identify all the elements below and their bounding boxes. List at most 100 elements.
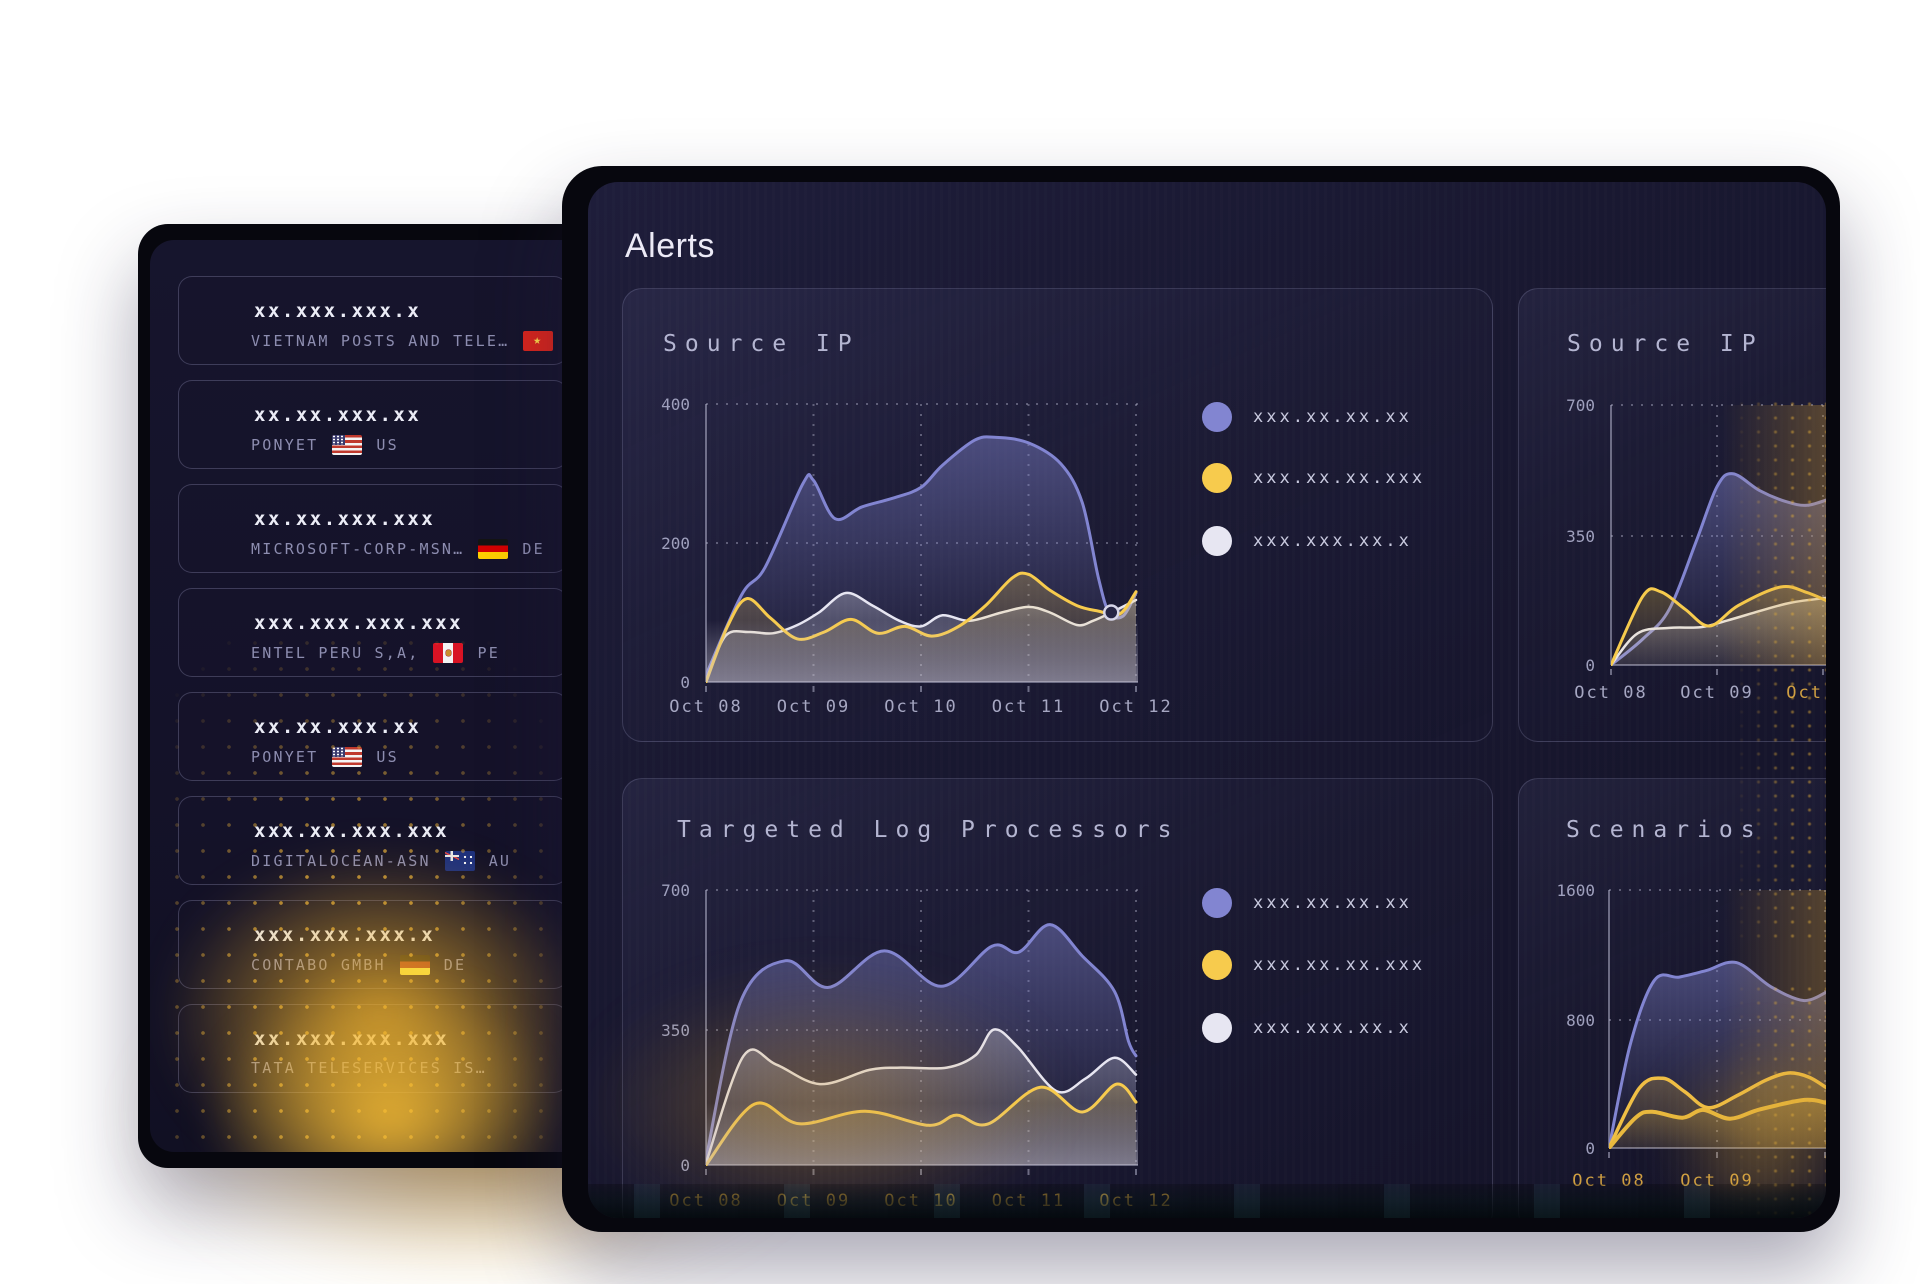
x-tick-label: Oct 09 (777, 1191, 850, 1211)
isp-name: PONYET (251, 436, 319, 454)
legend-label: xxx.xx.xx.xx (1253, 893, 1412, 913)
series-line-xxx.xx.xx.xx (706, 435, 1138, 677)
de-flag-icon (478, 539, 509, 559)
legend-dot-icon (1202, 526, 1232, 556)
country-code: US (376, 748, 399, 766)
country-code: PE (477, 644, 500, 662)
legend-item: xxx.xx.xx.xx (1202, 888, 1412, 918)
page-title: Alerts (625, 226, 715, 265)
ip-address: xxx.xx.xxx.xxx (254, 820, 450, 842)
y-tick-label: 400 (661, 395, 690, 414)
y-tick-label: 800 (1566, 1011, 1595, 1030)
ip-meta-row: ENTEL PERU S,A, PE (179, 643, 567, 663)
x-tick-label: Oct 08 (669, 1191, 742, 1211)
ip-meta-row: PONYET US (179, 435, 567, 455)
list-item-source-ip[interactable]: xx.xx.xxx.xxx MICROSOFT-CORP-MSN… DE (178, 484, 568, 573)
vn-flag-icon (523, 331, 554, 351)
y-tick-label: 700 (1566, 396, 1595, 415)
x-tick-label: Oct 08 (1574, 683, 1647, 703)
list-item-source-ip[interactable]: xxx.xx.xxx.xxx DIGITALOCEAN-ASN AU (178, 796, 568, 885)
legend-dot-icon (1202, 402, 1232, 432)
legend-dot-icon (1202, 888, 1232, 918)
x-tick-label: Oct 08 (669, 697, 742, 717)
x-tick-label: Oct 12 (1099, 1191, 1172, 1211)
legend-item: xxx.xx.xx.xx (1202, 402, 1412, 432)
card-title: Source IP (1567, 331, 1764, 357)
isp-name: TATA TELESERVICES IS… (251, 1059, 487, 1077)
legend-label: xxx.xxx.xx.x (1253, 1018, 1412, 1038)
series-line-xxx.xxx.xx.x (706, 1028, 1138, 1165)
y-tick-label: 0 (1585, 1139, 1595, 1158)
ip-meta-row: VIETNAM POSTS AND TELE… (179, 331, 567, 351)
list-item-source-ip[interactable]: xxx.xxx.xxx.xxx ENTEL PERU S,A, PE (178, 588, 568, 677)
de-flag-icon (399, 955, 430, 975)
x-tick-label: Oct 08 (1572, 1171, 1645, 1191)
y-tick-label: 1600 (1556, 881, 1595, 900)
ip-address: xxx.xxx.xxx.x (254, 924, 436, 946)
x-tick-label: Oct 12 (1099, 697, 1172, 717)
ip-meta-row: PONYET US (179, 747, 567, 767)
list-item-source-ip[interactable]: xx.xx.xxx.xx PONYET US (178, 692, 568, 781)
list-item-source-ip[interactable]: xx.xx.xxx.xx PONYET US (178, 380, 568, 469)
isp-name: CONTABO GMBH (251, 956, 386, 974)
card-title: Scenarios (1566, 817, 1763, 843)
chart-source-ip-main: 0 200 400 Oct 08 Oct 09 Oct 10 Oct 11 Oct 12 (661, 395, 1172, 717)
data-point-marker[interactable] (1103, 604, 1120, 621)
au-flag-icon (444, 851, 475, 871)
country-code: US (376, 436, 399, 454)
chart-source-ip-right: 0 350 700 Oct 08 Oct 09 Oct 10 (1566, 396, 1826, 703)
legend-item: xxx.xx.xx.xxx (1202, 463, 1425, 493)
ip-address: xx.xx.xxx.xx (254, 404, 422, 426)
list-item-source-ip[interactable]: xxx.xxx.xxx.x CONTABO GMBH DE (178, 900, 568, 989)
x-tick-label: Oct 10 (884, 697, 957, 717)
legend-item: xxx.xx.xx.xxx (1202, 950, 1425, 980)
legend-label: xxx.xx.xx.xx (1253, 407, 1412, 427)
chart-scenarios: 0 800 1600 Oct 08 Oct 09 (1556, 881, 1826, 1191)
x-tick-label: Oct 11 (992, 697, 1065, 717)
isp-name: DIGITALOCEAN-ASN (251, 852, 431, 870)
legend-label: xxx.xx.xx.xxx (1253, 468, 1426, 488)
y-tick-label: 350 (661, 1021, 690, 1040)
country-code: AU (488, 852, 512, 870)
alerts-panel: Alerts Source IP Targeted Log Processors… (588, 182, 1826, 1218)
y-tick-label: 0 (680, 673, 690, 692)
country-code: DE (522, 540, 545, 558)
gold-glow (165, 850, 585, 1152)
ip-address: xxx.xxx.xxx.xxx (254, 612, 464, 634)
legend-label: xxx.xxx.xx.x (1253, 531, 1412, 551)
isp-name: VIETNAM POSTS AND TELE… (251, 332, 510, 350)
list-item-source-ip[interactable]: xx.xxx.xxx.xxx TATA TELESERVICES IS… (178, 1004, 568, 1093)
ip-meta-row: CONTABO GMBH DE (179, 955, 567, 975)
x-tick-label: Oct 09 (1680, 1171, 1753, 1191)
y-tick-label: 350 (1566, 527, 1595, 546)
legend-item: xxx.xxx.xx.x (1202, 1013, 1412, 1043)
pe-flag-icon (433, 643, 464, 663)
card-title: Targeted Log Processors (677, 817, 1180, 843)
legend-label: xxx.xx.xx.xxx (1253, 955, 1426, 975)
chart-targeted-log-processors: 0 350 700 Oct 08 Oct 09 Oct 10 Oct 11 Oct 12 (661, 881, 1172, 1211)
ip-address: xx.xxx.xxx.x (254, 300, 422, 322)
country-code: DE (443, 956, 467, 974)
ip-meta-row: MICROSOFT-CORP-MSN… DE (179, 539, 567, 559)
y-tick-label: 0 (680, 1156, 690, 1175)
x-tick-label: Oct 10 (1786, 683, 1826, 703)
legend-dot-icon (1202, 950, 1232, 980)
ip-address: xx.xx.xxx.xx (254, 716, 422, 738)
series-line-xxx.xx.xx.xx (706, 923, 1138, 1161)
list-item-source-ip[interactable]: xx.xxx.xxx.x VIETNAM POSTS AND TELE… (178, 276, 568, 365)
x-tick-label: Oct 10 (884, 1191, 957, 1211)
legend-dot-icon (1202, 1013, 1232, 1043)
x-tick-label: Oct 11 (992, 1191, 1065, 1211)
ip-address: xx.xxx.xxx.xxx (254, 1028, 450, 1050)
y-tick-label: 200 (661, 534, 690, 553)
legend-item: xxx.xxx.xx.x (1202, 526, 1412, 556)
x-tick-label: Oct 09 (1680, 683, 1753, 703)
us-flag-icon (332, 435, 363, 455)
isp-name: MICROSOFT-CORP-MSN… (251, 540, 465, 558)
ip-meta-row: TATA TELESERVICES IS… (179, 1059, 567, 1077)
isp-name: PONYET (251, 748, 319, 766)
isp-name: ENTEL PERU S,A, (251, 644, 420, 662)
y-tick-label: 0 (1585, 656, 1595, 675)
